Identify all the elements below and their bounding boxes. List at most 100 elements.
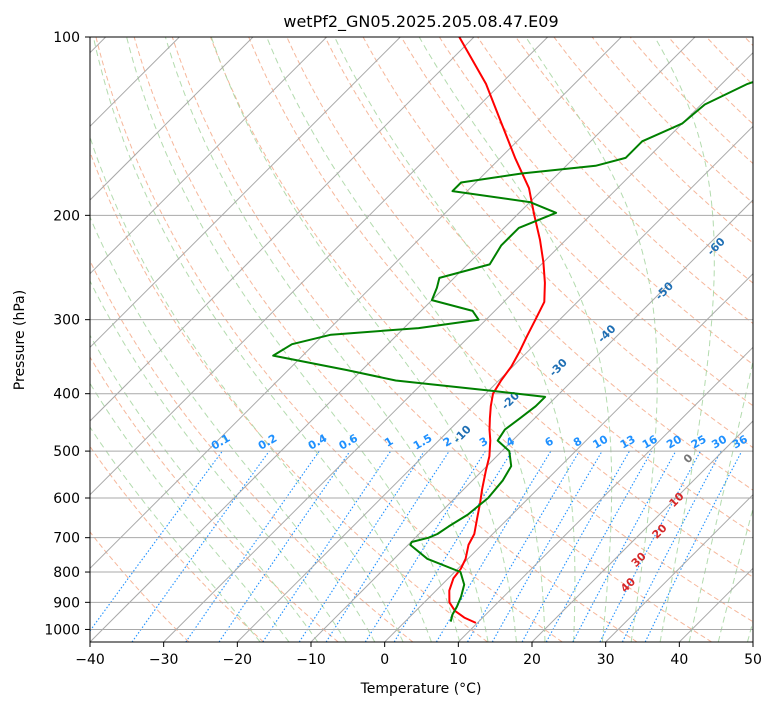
dry-adiabat-line (362, 37, 753, 449)
y-tick-label: 1000 (44, 622, 80, 638)
x-axis-label: Temperature (°C) (360, 681, 482, 697)
dry-adiabat-line (477, 37, 753, 325)
x-tick-label: 50 (744, 652, 762, 668)
mixing-ratio-line (90, 450, 223, 632)
y-tick-label: 900 (53, 595, 80, 611)
mixing-ratio-line (491, 450, 603, 642)
x-tick-label: 30 (597, 652, 615, 668)
mixing-ratio-line (644, 450, 743, 642)
y-axis-label: Pressure (hPa) (12, 290, 28, 390)
y-tick-label: 200 (53, 208, 80, 224)
mixing-ratio-line (325, 450, 450, 642)
dewpoint-trace (272, 80, 753, 622)
mixing-ratio-label: 25 (689, 433, 709, 452)
mixing-ratio-label: 0.4 (306, 431, 330, 452)
dry-adiabat-line (248, 37, 753, 578)
dry-adiabat-label: -30 (547, 356, 570, 379)
dry-adiabat-line (90, 356, 339, 642)
isotherm-line (90, 37, 549, 496)
dry-adiabat-label: -70 (756, 184, 775, 207)
dry-adiabat-label: -40 (595, 322, 618, 345)
chart-title: wetPf2_GN05.2025.205.08.47.E09 (283, 12, 558, 32)
dry-adiabat-line (400, 37, 753, 407)
moist-adiabat-line (90, 334, 319, 642)
dry-adiabat-line (133, 37, 638, 642)
x-tick-label: −20 (223, 652, 253, 668)
mixing-ratio-line (185, 450, 320, 642)
dry-adiabat-line (668, 37, 753, 125)
mixing-ratio-label: 0.1 (209, 432, 232, 453)
x-tick-label: −10 (296, 652, 326, 668)
dry-adiabat-line (324, 37, 753, 491)
dry-adiabat-line (95, 37, 563, 642)
moist-adiabat-line (90, 426, 261, 642)
mixing-ratio-line (393, 450, 513, 642)
moist-adiabat-line (418, 37, 613, 642)
y-tick-label: 800 (53, 565, 80, 581)
x-tick-label: −40 (75, 652, 105, 668)
y-tick-label: 400 (53, 387, 80, 403)
isotherm-line (605, 493, 753, 642)
isotherm-line (90, 37, 696, 642)
mixing-ratio-label: 16 (640, 432, 660, 451)
dry-adiabat-line (706, 37, 753, 86)
dry-adiabat-line (744, 37, 753, 47)
x-tick-label: 0 (380, 652, 389, 668)
mixing-ratio-label: 8 (571, 435, 584, 450)
dry-adiabat-line (210, 37, 753, 623)
mixing-ratio-line (572, 450, 677, 642)
isotherm-line (163, 51, 753, 642)
dry-adiabat-line (438, 37, 753, 365)
mixing-ratio-line (521, 450, 630, 642)
dry-adiabat-line (591, 37, 753, 204)
x-tick-label: 10 (449, 652, 467, 668)
moist-adiabat-line (126, 37, 461, 642)
moist-adiabat-line (334, 37, 576, 642)
moist-adiabat-line (688, 358, 753, 642)
mixing-ratio-label: 10 (591, 432, 611, 451)
moist-adiabat-line (266, 37, 546, 642)
moist-adiabat-label: 10 (667, 490, 687, 510)
moist-adiabat-line (210, 37, 517, 642)
moist-adiabat-label: 20 (650, 521, 670, 541)
x-tick-label: 40 (670, 652, 688, 668)
isotherm-line (90, 37, 475, 422)
y-tick-label: 600 (53, 491, 80, 507)
dry-adiabat-line (90, 259, 414, 642)
isotherm-line (90, 37, 401, 349)
dry-adiabat-line (286, 37, 753, 534)
dry-adiabat-line (515, 37, 753, 284)
x-tick-label: 20 (523, 652, 541, 668)
dry-adiabat-line (90, 150, 488, 642)
mixing-ratio-line (218, 450, 351, 642)
isotherm-line (678, 567, 753, 642)
dry-adiabat-line (90, 531, 190, 642)
y-tick-label: 100 (53, 30, 80, 46)
mixing-ratio-label: 1 (382, 435, 395, 450)
dry-adiabat-label: -50 (653, 279, 676, 302)
moist-adiabat-label: 30 (629, 549, 649, 569)
moist-adiabat-line (164, 37, 489, 642)
isotherm-line (90, 37, 254, 201)
mixing-ratio-line (262, 450, 392, 642)
moist-adiabat-label: 0 (681, 451, 696, 466)
moist-adiabat-line (90, 215, 376, 642)
moist-adiabat-line (525, 37, 658, 642)
moist-adiabat-line (717, 506, 753, 642)
isotherm-line (531, 420, 753, 642)
isotherm-line (752, 641, 753, 642)
y-tick-label: 700 (53, 531, 80, 547)
mixing-ratio-line (364, 450, 486, 642)
mixing-ratio-label: 6 (543, 434, 556, 449)
dry-adiabat-label: -60 (705, 235, 728, 258)
axis-ticks: −40 −30 −20 −10 0 10 20 30 40 5010020030040050060… (44, 30, 762, 668)
isotherm-line (457, 346, 753, 642)
plot-frame (89, 36, 754, 643)
moist-adiabat-line (90, 135, 404, 642)
mixing-ratio-label: 3 (477, 435, 490, 450)
isotherm-line (236, 125, 753, 642)
mixing-ratio-label: 1.5 (411, 432, 434, 453)
mixing-ratio-label: 13 (618, 433, 638, 452)
mixing-ratio-line (298, 450, 425, 642)
